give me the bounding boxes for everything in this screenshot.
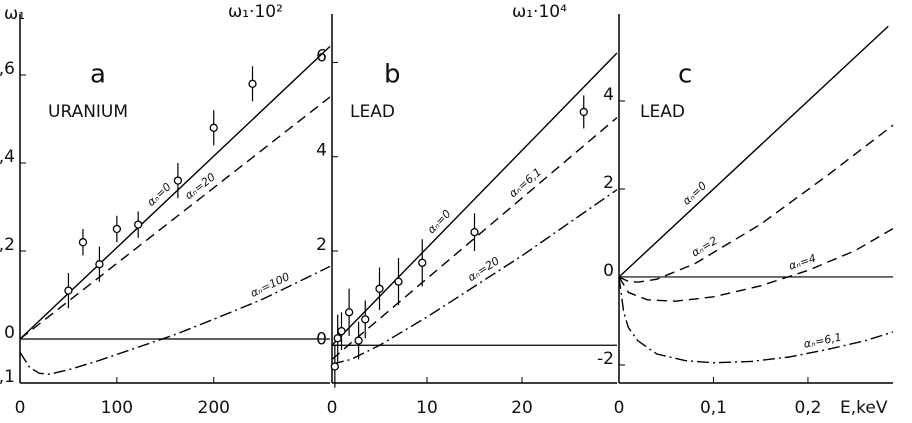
curve (618, 124, 894, 283)
curve (19, 265, 331, 375)
curve (331, 117, 618, 360)
y-tick-label: -2 (597, 349, 614, 369)
x-tick-label: 0,1 (700, 398, 727, 418)
x-tick-label: 0,2 (794, 398, 821, 418)
curve-label: αₙ=6,1 (507, 165, 545, 200)
data-point (354, 336, 363, 345)
y-tick-label: 6 (316, 46, 327, 66)
data-point (330, 362, 340, 371)
data-point (470, 227, 479, 237)
curve (19, 96, 331, 340)
data-point (579, 107, 588, 117)
curve (19, 45, 331, 340)
data-point (361, 315, 370, 324)
y-tick-label: 4 (316, 141, 327, 161)
curve-label: αₙ=0 (680, 179, 709, 208)
y-axis-title: ω₁·10⁴ (512, 2, 567, 22)
curve-label: αₙ=4 (787, 252, 818, 273)
panel-label: b (384, 60, 401, 90)
y-tick-label: 0 (4, 323, 15, 343)
curve-label: αₙ=0 (145, 180, 174, 209)
y-tick-label: 0,4 (0, 147, 15, 167)
panel-label: c (678, 60, 692, 90)
material-label: LEAD (640, 102, 685, 122)
x-tick-label: 10 (416, 398, 438, 418)
y-tick-label: 2 (316, 235, 327, 255)
panel-label: a (90, 60, 106, 90)
y-tick-label: 0 (603, 261, 614, 281)
x-axis-title: E,keV (840, 398, 888, 418)
x-tick-label: 100 (101, 398, 133, 418)
curve (618, 227, 894, 302)
data-point (112, 224, 122, 234)
curve-label: αₙ=20 (182, 170, 217, 202)
data-point (78, 238, 88, 247)
material-label: URANIUM (48, 102, 128, 122)
y-axis-title: ω₁ (4, 4, 25, 24)
x-tick-label: 0 (614, 398, 625, 418)
data-point (394, 277, 403, 286)
x-tick-label: 0 (15, 398, 26, 418)
x-tick-label: 200 (198, 398, 230, 418)
y-tick-label: -0,1 (0, 367, 15, 387)
curve (331, 189, 618, 365)
data-point (64, 286, 73, 295)
y-tick-label: 0 (316, 329, 327, 349)
curve (331, 52, 618, 346)
data-point (209, 123, 218, 132)
y-tick-label: 0,6 (0, 59, 15, 79)
data-point (173, 176, 183, 185)
curve (618, 276, 894, 364)
y-tick-label: 4 (603, 85, 614, 105)
y-tick-label: 0,2 (0, 235, 15, 255)
curve-label: αₙ=0 (425, 207, 454, 236)
data-point (95, 260, 104, 269)
x-tick-label: 20 (511, 398, 533, 418)
data-point (418, 258, 427, 267)
curve-label: αₙ=20 (465, 254, 501, 284)
data-point (344, 308, 354, 317)
data-point (337, 326, 346, 336)
material-label: LEAD (350, 102, 395, 122)
data-point (375, 284, 384, 293)
data-point (333, 334, 342, 343)
data-point (248, 79, 257, 88)
y-tick-label: 2 (603, 173, 614, 193)
x-tick-label: 0 (327, 398, 338, 418)
y-axis-title: ω₁·10² (228, 2, 283, 22)
data-point (134, 220, 143, 229)
curve-label: αₙ=2 (689, 234, 720, 259)
curve (618, 25, 889, 278)
